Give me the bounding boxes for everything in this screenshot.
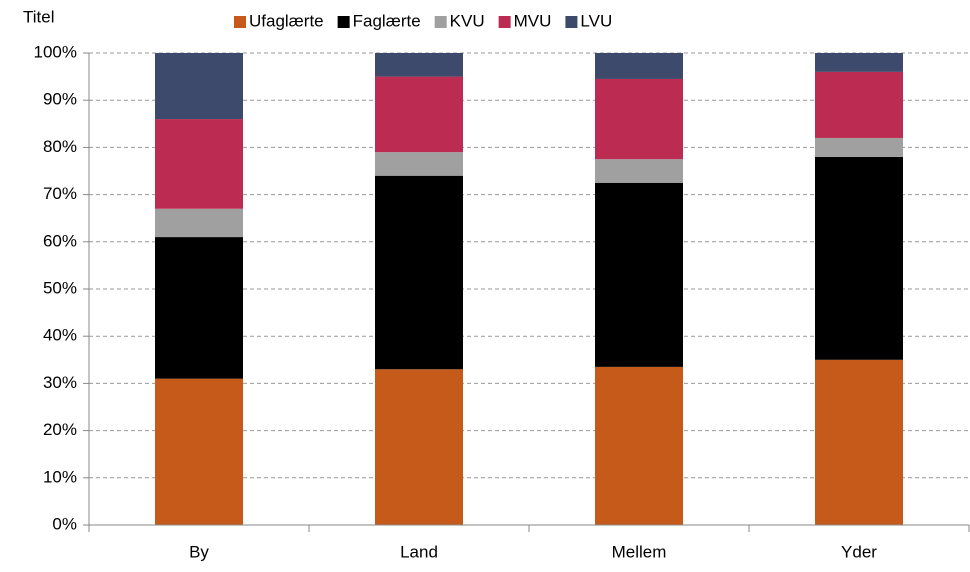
legend-swatch <box>565 16 578 28</box>
bar-segment <box>375 76 463 153</box>
bar-segment <box>815 53 903 72</box>
chart-title: Titel <box>23 7 55 26</box>
bar-segment <box>155 237 243 379</box>
bar-segment <box>375 152 463 176</box>
bar-segment <box>815 359 903 525</box>
legend-swatch <box>234 16 246 28</box>
y-tick-label: 30% <box>43 373 77 392</box>
bar-segment <box>155 53 243 120</box>
y-tick-label: 60% <box>43 231 77 250</box>
y-tick-label: 90% <box>43 90 77 109</box>
bar-segment <box>595 159 683 183</box>
y-tick-label: 40% <box>43 326 77 345</box>
bar-segment <box>595 366 683 525</box>
bar-segment <box>595 182 683 367</box>
bar-segment <box>375 175 463 370</box>
bar-segment <box>155 119 243 209</box>
legend-swatch <box>337 16 350 28</box>
y-tick-label: 100% <box>34 42 77 61</box>
y-tick-label: 10% <box>43 467 77 486</box>
legend-label: LVU <box>580 11 612 30</box>
legend-label: MVU <box>514 11 552 30</box>
bar-segment <box>815 156 903 360</box>
legend-label: Ufaglærte <box>249 11 324 30</box>
legend-swatch <box>498 16 511 28</box>
y-tick-label: 0% <box>52 514 77 533</box>
x-tick-label: Yder <box>841 542 877 561</box>
y-tick-label: 20% <box>43 420 77 439</box>
bar-segment <box>375 369 463 525</box>
x-tick-label: Mellem <box>612 542 667 561</box>
legend-swatch <box>434 16 447 28</box>
y-tick-label: 80% <box>43 137 77 156</box>
legend-label: Faglærte <box>353 11 421 30</box>
y-tick-label: 70% <box>43 184 77 203</box>
x-tick-label: Land <box>400 542 438 561</box>
y-tick-label: 50% <box>43 278 77 297</box>
bar-segment <box>595 53 683 79</box>
bar-segment <box>815 71 903 138</box>
bar-segment <box>595 78 683 160</box>
x-tick-label: By <box>189 542 209 561</box>
legend-label: KVU <box>450 11 485 30</box>
bar-segment <box>155 208 243 238</box>
bar-segment <box>815 137 903 157</box>
bar-segment <box>375 53 463 77</box>
bar-segment <box>155 378 243 525</box>
